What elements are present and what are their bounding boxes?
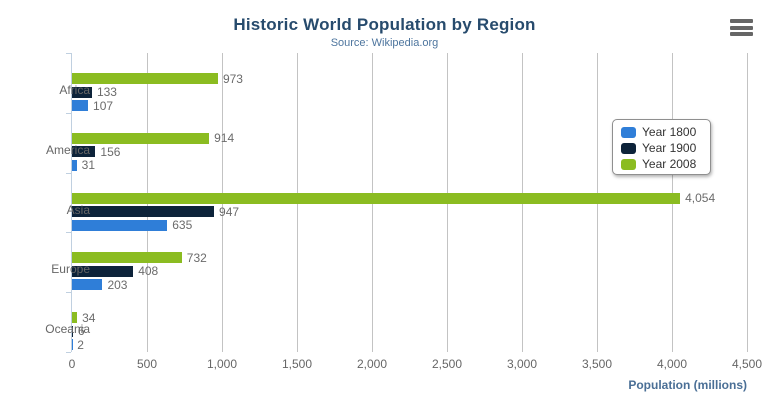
legend: Year 1800 Year 1900 Year 2008 — [612, 119, 711, 175]
category-label-africa: Africa — [59, 83, 90, 97]
category-label-oceania: Oceania — [45, 322, 90, 337]
legend-label: Year 1800 — [642, 125, 697, 139]
category-label-asia: Asia — [66, 202, 90, 217]
bar-value-label: 2 — [77, 337, 84, 352]
bar-oceania-year-1900[interactable] — [72, 325, 73, 337]
legend-item-year-2008[interactable]: Year 2008 — [621, 156, 710, 172]
category-tick — [66, 172, 71, 174]
bar-europe-year-1800[interactable] — [72, 279, 103, 291]
bar-value-label: 4,054 — [685, 191, 716, 206]
hamburger-bar — [730, 32, 753, 36]
bar-asia-year-1800[interactable] — [72, 219, 168, 231]
category-tick — [66, 352, 71, 353]
category-tick — [66, 112, 71, 114]
legend-label: Year 1900 — [642, 141, 697, 155]
bar-value-label: 973 — [222, 71, 243, 86]
hamburger-bar — [730, 19, 753, 23]
bar-value-label: 6 — [77, 324, 85, 339]
bar-value-label: 408 — [138, 264, 159, 279]
bar-value-label: 203 — [107, 277, 128, 292]
bar-europe-year-2008[interactable] — [72, 252, 182, 264]
x-tick-label: 1,500 — [281, 357, 313, 371]
chart-title: Historic World Population by Region — [233, 15, 536, 34]
bar-value-label: 133 — [96, 85, 117, 99]
bar-oceania-year-2008[interactable] — [72, 312, 78, 324]
legend-label: Year 2008 — [642, 157, 697, 171]
bar-value-label: 732 — [186, 250, 207, 265]
bar-value-label: 947 — [219, 204, 240, 219]
category-label-america: America — [45, 142, 90, 157]
bar-asia-year-1900[interactable] — [72, 206, 215, 218]
x-tick-label: 2,500 — [431, 357, 463, 371]
x-tick-label: 1,000 — [206, 357, 238, 371]
hamburger-menu-icon[interactable] — [730, 19, 753, 36]
bar-value-label: 34 — [82, 310, 96, 325]
x-tick-label: 500 — [136, 357, 158, 371]
bar-america-year-1800[interactable] — [72, 159, 77, 171]
hamburger-bar — [730, 25, 753, 30]
bar-europe-year-1900[interactable] — [72, 265, 134, 277]
x-tick-label: 2,000 — [356, 357, 388, 371]
category-tick — [66, 292, 71, 294]
bar-america-year-1900[interactable] — [72, 146, 96, 158]
bar-africa-year-2008[interactable] — [72, 73, 218, 84]
bar-asia-year-2008[interactable] — [72, 192, 681, 204]
x-axis-title: Population (millions) — [628, 378, 747, 392]
bar-value-label: 156 — [100, 144, 121, 159]
bar-america-year-2008[interactable] — [72, 132, 210, 144]
x-tick-label: 3,000 — [506, 357, 538, 371]
bar-value-label: 31 — [81, 158, 95, 173]
bar-africa-year-1900[interactable] — [72, 86, 92, 98]
category-label-europe: Europe — [51, 262, 90, 277]
category-tick — [66, 232, 71, 234]
legend-item-year-1900[interactable]: Year 1900 — [621, 140, 710, 156]
legend-swatch — [621, 158, 636, 170]
x-tick-label: 3,500 — [581, 357, 613, 371]
x-tick-label: 4,500 — [731, 357, 763, 371]
bar-value-label: 635 — [172, 218, 193, 233]
legend-swatch — [621, 126, 636, 138]
x-tick-label: 4,000 — [656, 357, 688, 371]
plot-area: 973 133 107 914 156 31 4,054 947 635 732 408 203 34 6… — [66, 53, 748, 353]
bar-africa-year-1800[interactable] — [72, 100, 89, 111]
category-tick — [66, 53, 71, 54]
legend-item-year-1800[interactable]: Year 1800 — [621, 124, 710, 140]
gridline — [747, 53, 748, 352]
chart-subtitle: Source: Wikipedia.org — [330, 37, 439, 49]
legend-swatch — [621, 142, 636, 154]
bar-value-label: 107 — [93, 98, 114, 113]
category-axis-line — [71, 53, 72, 352]
bar-value-label: 914 — [214, 131, 235, 146]
x-tick-label: 0 — [68, 357, 76, 371]
